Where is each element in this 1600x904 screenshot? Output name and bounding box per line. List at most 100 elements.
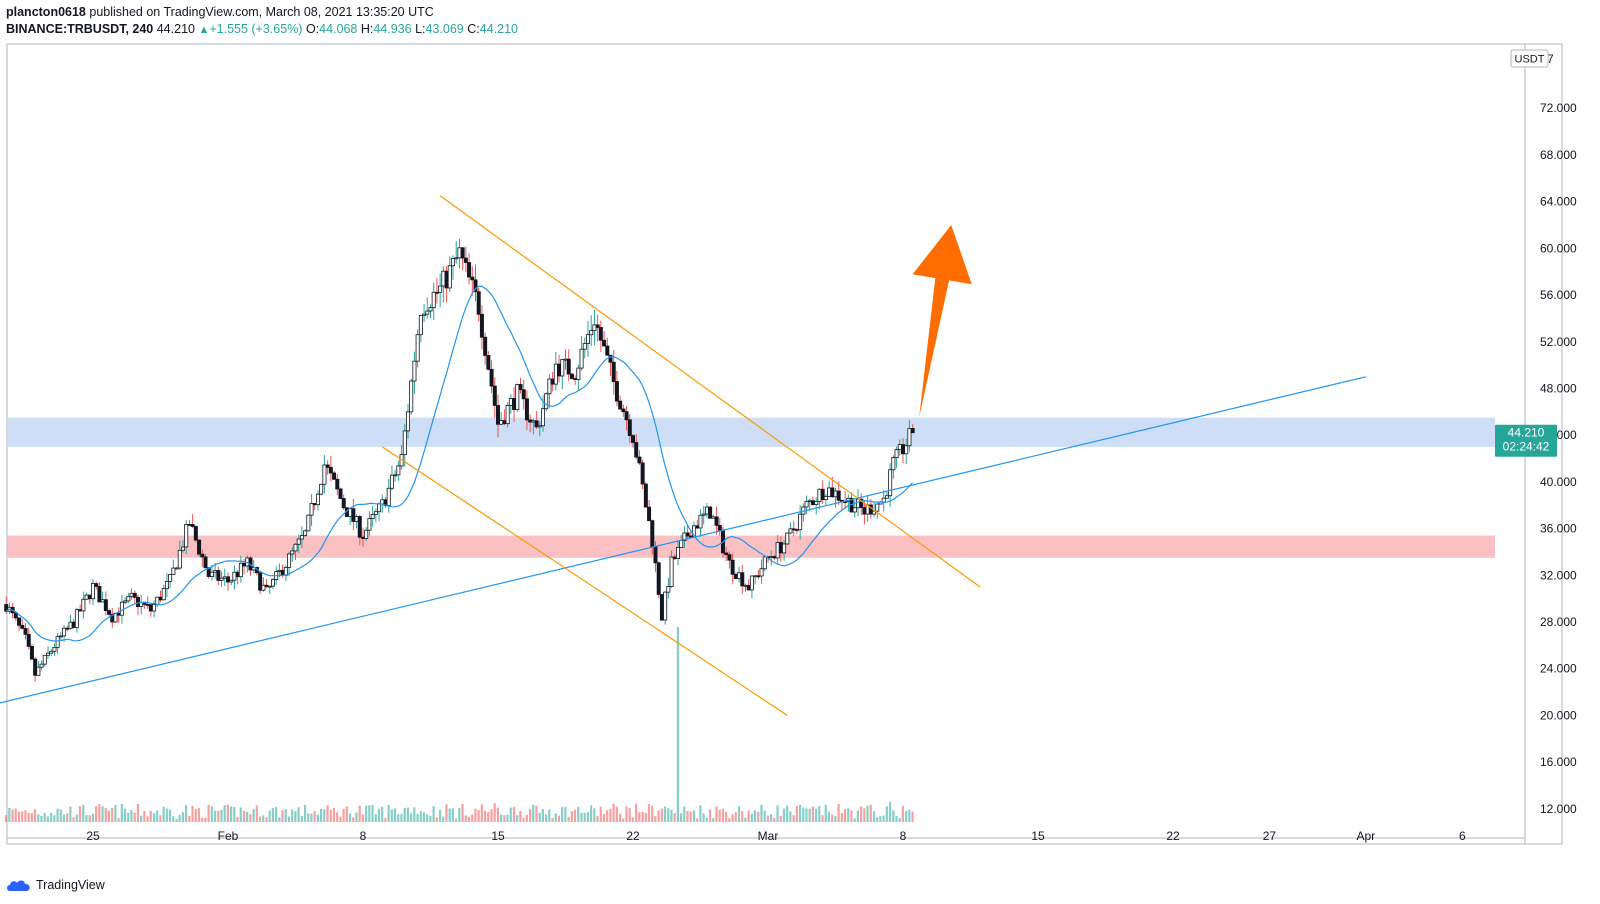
volume-bar (879, 816, 882, 822)
candle-body (775, 542, 780, 559)
symbol-name[interactable]: BINANCE:TRBUSDT, 240 (6, 22, 154, 36)
volume-bar (522, 817, 525, 822)
candle-body (71, 621, 76, 628)
candle-body (164, 580, 169, 590)
candle-body (94, 583, 99, 587)
candle-body (682, 532, 687, 541)
volume-bar (194, 808, 197, 822)
candle-body (370, 514, 375, 519)
publish-info: plancton0618 published on TradingView.co… (6, 5, 434, 19)
candle-body (788, 528, 793, 534)
candle-body (872, 510, 877, 515)
low-label: L: (415, 22, 426, 36)
channel-lower-line[interactable] (381, 446, 788, 716)
candle-body (798, 513, 803, 531)
candle-body (589, 330, 594, 336)
candle-body (52, 646, 57, 652)
volume-bar (869, 804, 872, 822)
volume-bar (715, 806, 718, 822)
volume-bar (429, 815, 432, 822)
volume-bar (686, 811, 689, 822)
candle-body (389, 474, 394, 489)
candle-body (450, 258, 455, 267)
y-tick-label: 12.000 (1540, 802, 1577, 816)
volume-bar (808, 808, 811, 822)
candle-body (309, 503, 314, 516)
candle-body (312, 503, 317, 506)
candle-body (396, 465, 401, 476)
volume-bar (618, 813, 622, 822)
volume-bar (503, 815, 506, 822)
candle-body (335, 478, 340, 490)
volume-bar (872, 811, 876, 822)
up-arrow-icon[interactable] (912, 225, 972, 418)
candle-body (441, 270, 446, 287)
candle-body (29, 645, 34, 660)
volume-bar (792, 815, 795, 822)
ascending-trendline[interactable] (0, 376, 1366, 704)
y-tick-label: 32.000 (1540, 568, 1577, 582)
candle-body (804, 500, 809, 508)
volume-bar (5, 815, 8, 822)
tradingview-logo[interactable]: TradingView (6, 878, 105, 892)
y-tick-label: 20.000 (1540, 708, 1577, 722)
x-tick-label: 15 (1031, 829, 1045, 843)
volume-bar (37, 814, 40, 822)
volume-bar (573, 809, 577, 822)
candle-body (688, 535, 693, 538)
volume-bar (98, 804, 101, 822)
candle-body (483, 336, 488, 356)
volume-bar (464, 815, 467, 822)
candle-body (412, 360, 417, 382)
volume-bar (882, 815, 885, 822)
candle-body (791, 528, 796, 531)
channel-upper-line[interactable] (439, 195, 981, 588)
volume-bar (197, 808, 201, 822)
resistance-zone[interactable] (7, 417, 1495, 447)
x-tick-label: 22 (1166, 829, 1180, 843)
candle-body (315, 493, 320, 506)
volume-bar (384, 817, 387, 822)
volume-bar (88, 815, 91, 822)
candle-body (582, 343, 587, 350)
tradingview-cloud-icon (7, 880, 30, 891)
candle-body (631, 435, 636, 443)
candle-body (328, 467, 333, 474)
candle-body (640, 462, 645, 485)
candle-body (135, 596, 140, 608)
candle-body (299, 535, 304, 540)
candle-body (97, 586, 102, 603)
candle-body (139, 602, 144, 608)
volume-bar (422, 812, 426, 822)
candle-body (290, 550, 295, 555)
candle-body (103, 599, 108, 612)
volume-bar (297, 807, 300, 822)
volume-bar (766, 815, 769, 822)
candle-body (605, 345, 610, 356)
candle-body (553, 363, 558, 385)
volume-bar (496, 807, 499, 822)
moving-average-line[interactable] (5, 285, 914, 642)
volume-bar (901, 805, 904, 822)
candle-body (152, 604, 157, 612)
volume-bar (400, 813, 403, 822)
author-name[interactable]: plancton0618 (6, 5, 86, 19)
candle-body (627, 419, 632, 436)
x-tick-label: 22 (626, 829, 640, 843)
candle-body (634, 442, 639, 458)
candle-body (727, 554, 732, 561)
currency-badge[interactable] (1510, 49, 1549, 68)
x-tick-label: Mar (758, 829, 779, 843)
candle-body (502, 420, 507, 425)
candle-body (213, 570, 218, 573)
volume-bar (876, 817, 879, 822)
volume-bar (818, 806, 821, 822)
volume-bar (593, 808, 596, 822)
currency-label: USDT (1515, 54, 1545, 66)
volume-bar (233, 806, 236, 822)
volume-bar (275, 807, 278, 822)
volume-bar (72, 817, 75, 822)
volume-bar (670, 809, 673, 822)
volume-bar (561, 806, 564, 822)
